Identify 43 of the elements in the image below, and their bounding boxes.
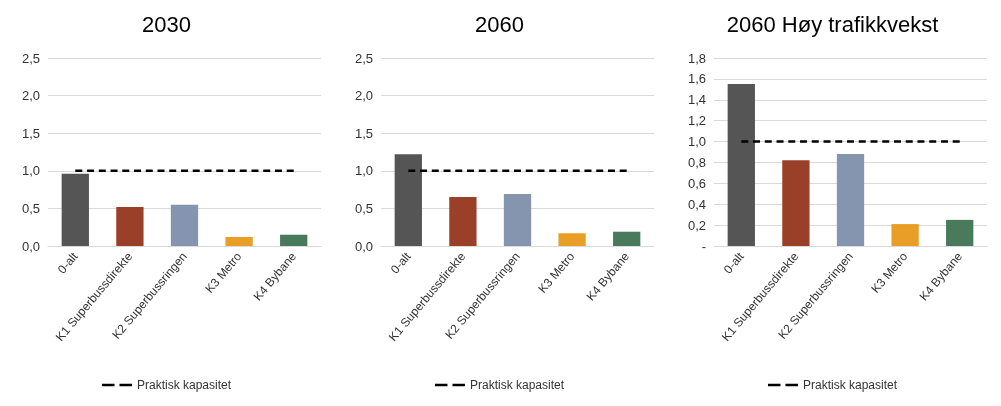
bar <box>503 194 532 246</box>
y-tick-label: 0,5 <box>354 200 373 216</box>
y-tick-label: 0,4 <box>687 196 706 212</box>
y-tick-label: 1,2 <box>687 113 706 129</box>
bar <box>613 231 641 246</box>
y-tick-label: 1,0 <box>687 134 706 150</box>
y-tick-label: 1,0 <box>21 163 40 179</box>
y-tick-label: 1,5 <box>354 125 373 141</box>
legend-label: Praktisk kapasitet <box>469 378 565 392</box>
y-tick-label: 2,5 <box>21 50 40 66</box>
y-tick-label: 0,0 <box>354 238 373 254</box>
y-tick-label: 1,4 <box>687 92 706 108</box>
y-tick-label: 0,6 <box>687 175 706 191</box>
bar <box>449 197 477 246</box>
bar <box>280 234 308 246</box>
y-tick-label: 2,0 <box>21 88 40 104</box>
chart-title: 2030 <box>142 11 191 37</box>
y-tick-label: - <box>701 238 706 254</box>
bar <box>946 219 974 246</box>
bar <box>61 173 89 246</box>
y-tick-label: 1,0 <box>354 163 373 179</box>
y-tick-label: 2,0 <box>354 88 373 104</box>
bar <box>116 206 144 246</box>
bar <box>394 154 422 246</box>
bar <box>727 84 755 246</box>
y-tick-label: 1,5 <box>21 125 40 141</box>
y-tick-label: 0,2 <box>687 217 706 233</box>
y-tick-label: 0,5 <box>21 200 40 216</box>
chart-title: 2060 Høy trafikkvekst <box>726 11 939 37</box>
bar <box>558 233 586 246</box>
y-tick-label: 1,6 <box>687 71 706 87</box>
bar <box>782 160 810 246</box>
bar <box>836 154 865 246</box>
y-tick-label: 1,8 <box>687 50 706 66</box>
y-tick-label: 2,5 <box>354 50 373 66</box>
chart-title: 2060 <box>475 11 524 37</box>
bar <box>891 224 919 246</box>
legend-label: Praktisk kapasitet <box>802 378 898 392</box>
bar <box>170 204 199 246</box>
bar <box>225 236 253 246</box>
legend-label: Praktisk kapasitet <box>136 378 232 392</box>
y-tick-label: 0,0 <box>21 238 40 254</box>
y-tick-label: 0,8 <box>687 154 706 170</box>
